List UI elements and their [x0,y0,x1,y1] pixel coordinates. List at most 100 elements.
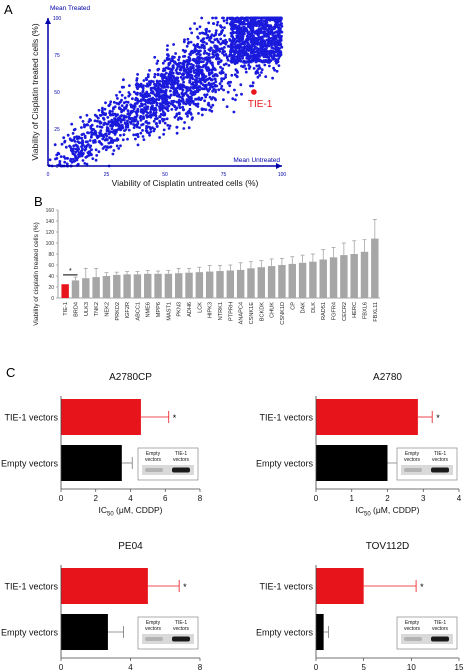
x-tick-label: 4 [128,494,133,503]
scatter-point [95,154,99,157]
scatter-point [279,37,283,40]
scatter-point [205,42,209,46]
scatter-point [212,55,216,58]
scatter-point [55,153,59,157]
scatter-point [229,23,233,27]
category-label: CECR2 [342,302,348,321]
scatter-point [223,26,226,29]
scatter-point [198,25,202,29]
scatter-point [162,128,166,132]
blot-band-tie1 [431,636,449,642]
scatter-point [253,50,257,54]
scatter-point [55,157,59,160]
scatter-point [197,112,200,115]
scatter-point [251,24,255,28]
bar [154,273,162,298]
blot-membrane [401,465,453,475]
scatter-point [146,73,150,76]
scatter-point [178,55,181,59]
scatter-point [179,68,183,72]
scatter-point [127,94,131,98]
scatter-point [144,77,148,80]
scatter-point [161,110,165,114]
scatter-point [146,121,150,125]
scatter-point [194,102,198,106]
bar [185,272,193,298]
scatter-point [222,16,225,20]
blot-label: vectors [145,626,162,632]
scatter-point [201,39,204,43]
bar [316,614,324,650]
scatter-point [108,120,112,124]
scatter-point [155,97,159,101]
bar [92,277,100,298]
scatter-point [112,149,116,152]
scatter-point [63,160,67,164]
scatter-point [185,75,188,79]
bar [71,280,80,298]
ic50-chart-a2780cp: A2780CP TIE-1 vectors * Empty vectors 0 2 4 6 8 I… [1,372,203,518]
scatter-point [136,135,140,139]
scatter-point [146,75,150,79]
scatter-point [108,109,112,113]
scatter-point [134,102,138,105]
scatter-point [178,61,182,65]
scatter-point [177,116,181,120]
scatter-point [274,59,278,63]
scatter-point [158,109,162,112]
scatter-point [90,135,93,139]
scatter-point [189,86,193,89]
scatter-point [214,68,217,72]
scatter-point [129,103,133,107]
scatter-point [128,120,132,124]
scatter-point [126,112,130,115]
scatter-point [190,74,194,78]
significance-star: * [420,582,424,592]
significance-star: * [69,268,72,275]
scatter-point [97,135,101,138]
scatter-point [94,158,98,162]
category-label: ABCC1 [135,302,141,321]
scatter-point [115,94,118,97]
scatter-point [189,95,193,99]
scatter-point [120,114,123,117]
scatter-point [268,18,272,22]
y-tick-label: 25 [54,127,60,133]
scatter-point [169,59,173,63]
scatter-point [254,46,258,50]
scatter-point [158,136,162,139]
scatter-point [205,83,209,87]
scatter-point [208,29,211,33]
scatter-point [214,31,218,35]
scatter-point [137,85,141,88]
scatter-point [210,109,214,113]
scatter-point [155,82,159,85]
bar [329,257,338,298]
scatter-point [247,42,250,46]
scatter-point [150,79,153,83]
scatter-point [269,32,272,36]
scatter-point [153,75,157,79]
scatter-point [238,20,242,24]
scatter-point [213,74,216,78]
scatter-point [174,69,178,72]
scatter-point [175,100,179,104]
scatter-point [187,59,191,63]
scatter-point [224,73,228,77]
scatter-point [255,64,259,68]
scatter-point [274,49,278,53]
blot-band-empty [404,468,422,472]
blot-label: vectors [173,626,190,632]
scatter-point [268,64,271,68]
scatter-point [267,33,270,37]
scatter-point [148,83,152,86]
category-label: PRKD2 [115,302,121,321]
bar [61,614,108,650]
scatter-point [97,108,101,112]
scatter-point [196,36,200,40]
scatter-point [223,50,227,53]
scatter-point [198,32,202,35]
scatter-point [230,73,234,77]
scatter-point [97,150,101,154]
